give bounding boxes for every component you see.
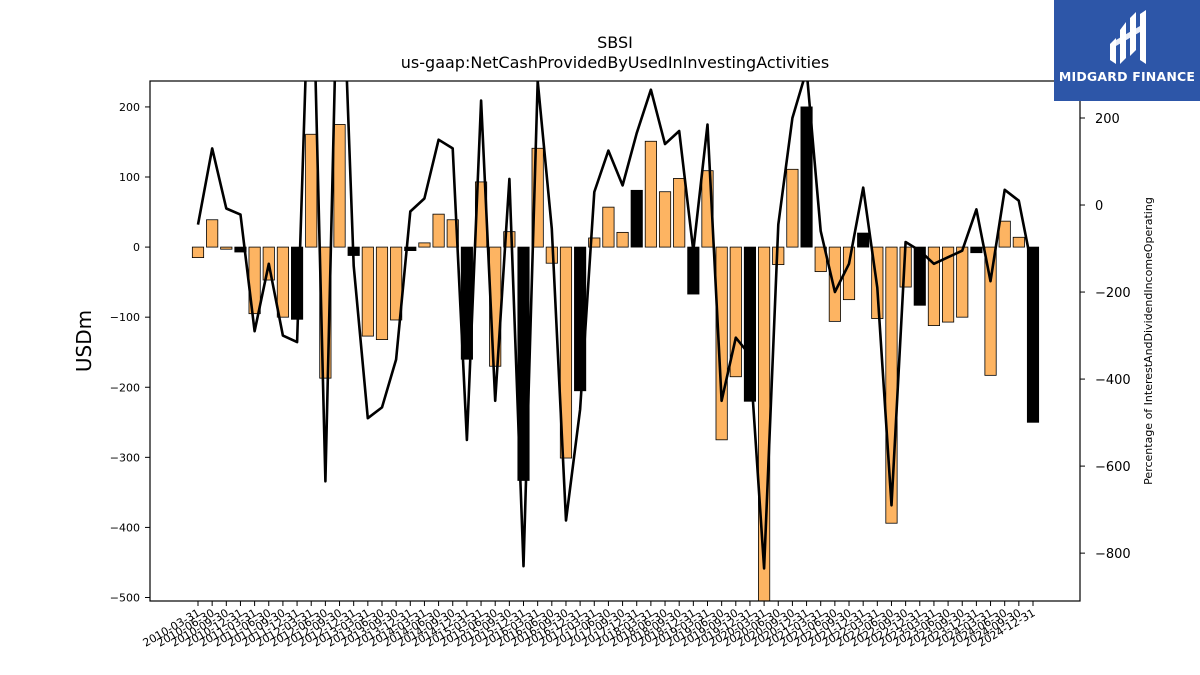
bar-2022-12-31: [913, 246, 926, 306]
y2-tick-label: −200: [1095, 286, 1131, 301]
bar-2010-12-31: [234, 246, 247, 253]
plot-frame: [149, 80, 1081, 602]
y2-axis-label: Percentage of InterestAndDividendIncomeO…: [1142, 197, 1155, 485]
bar-2019-06-30: [715, 246, 728, 441]
bar-2024-06-30: [998, 220, 1011, 248]
bar-2017-09-30: [616, 231, 629, 248]
bar-2023-03-31: [927, 246, 940, 326]
y2-tick-label: 200: [1095, 112, 1120, 127]
left-y-axis: 200 100 0 −100 −200 −300 −400 −500: [110, 101, 150, 604]
y-axis-label: USDm: [72, 310, 96, 372]
bar-2023-09-30: [956, 246, 969, 318]
bar-2013-12-31: [404, 246, 417, 251]
y-tick-label: −500: [110, 591, 140, 604]
bar-2020-12-31: [800, 106, 813, 248]
bar-2023-12-31: [970, 246, 983, 254]
bar-2021-12-31: [857, 232, 870, 248]
bar-2016-12-31: [574, 246, 587, 392]
bar-2023-06-30: [942, 246, 955, 323]
line-path: [196, 81, 1035, 570]
logo-text: MIDGARD FINANCE: [1058, 69, 1196, 84]
y-tick-label: 200: [119, 101, 140, 114]
bar-2018-12-31: [687, 246, 700, 295]
bar-2014-06-30: [432, 213, 445, 248]
bar-2014-03-31: [418, 242, 431, 248]
bar-2024-03-31: [984, 246, 997, 376]
midgard-finance-logo: MIDGARD FINANCE: [1054, 0, 1200, 101]
bar-2016-03-31: [531, 147, 544, 248]
bar-2013-06-30: [375, 246, 389, 340]
y-tick-label: −400: [110, 521, 140, 534]
y2-tick-label: −400: [1095, 373, 1131, 388]
chart-subtitle: us-gaap:NetCashProvidedByUsedInInvesting…: [401, 53, 829, 72]
bar-series: [191, 106, 1040, 601]
bar-2014-09-30: [446, 219, 459, 248]
y-tick-label: 100: [119, 171, 140, 184]
bar-2018-03-31: [644, 140, 657, 248]
y-tick-label: −300: [110, 451, 140, 464]
bar-2013-09-30: [390, 246, 403, 321]
bar-2019-09-30: [729, 246, 742, 378]
bar-2018-09-30: [673, 178, 686, 248]
chart-title: SBSI: [597, 33, 633, 52]
bar-2013-03-31: [361, 246, 374, 337]
bar-2010-09-30: [220, 246, 233, 250]
bar-2012-09-30: [333, 124, 346, 248]
bar-2015-09-30: [503, 231, 516, 248]
y2-tick-label: 0: [1095, 199, 1103, 214]
bar-2021-06-30: [828, 246, 841, 322]
y2-tick-label: −600: [1095, 460, 1131, 475]
bar-2017-03-31: [588, 237, 601, 248]
bar-2017-12-31: [630, 189, 643, 248]
bar-2011-09-30: [276, 246, 289, 318]
bar-2018-06-30: [658, 191, 672, 248]
bar-2019-12-31: [743, 246, 757, 402]
bar-2024-09-30: [1012, 236, 1025, 248]
right-y-axis: 200 0 −200 −400 −600 −800: [1080, 112, 1131, 562]
y-tick-label: −100: [110, 311, 140, 324]
bar-2016-09-30: [559, 246, 573, 459]
bar-2024-12-31: [1026, 246, 1040, 423]
bar-2017-06-30: [602, 206, 615, 248]
line-series: [196, 81, 1035, 570]
y-tick-label: 0: [133, 241, 140, 254]
bar-2010-03-31: [191, 246, 205, 259]
bar-2012-03-31: [305, 133, 318, 248]
bar-2019-03-31: [701, 170, 714, 248]
logo-mark-icon: [1110, 10, 1146, 64]
bar-2012-06-30: [319, 246, 332, 379]
y-tick-label: −200: [110, 381, 140, 394]
y2-tick-label: −800: [1095, 547, 1131, 562]
bar-2010-06-30: [206, 219, 219, 248]
bar-2020-09-30: [786, 168, 799, 248]
x-axis: 2010-03-312010-06-302010-09-302010-12-31…: [141, 601, 1038, 650]
